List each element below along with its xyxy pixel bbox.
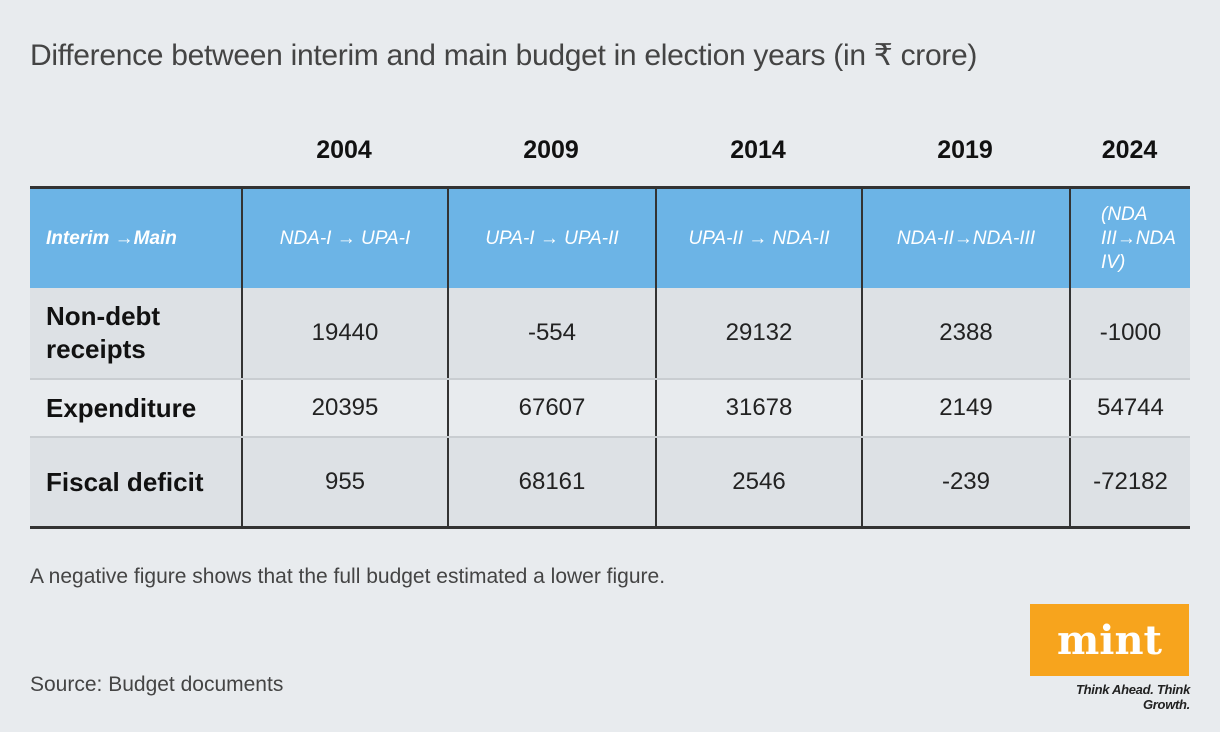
row-label: Non-debt receipts <box>46 301 161 364</box>
value-cell: 2149 <box>861 380 1069 436</box>
value-cell: -1000 <box>1069 288 1190 378</box>
transition-cell: NDA-II→NDA-III <box>861 189 1069 288</box>
value-cell: 955 <box>241 438 447 526</box>
value-cell: 2546 <box>655 438 861 526</box>
value-cell: -239 <box>861 438 1069 526</box>
table-body: Interim →Main NDA-I → UPA-I UPA-I → UPA-… <box>30 186 1190 529</box>
row-label: Fiscal deficit <box>46 466 204 497</box>
transition-cell: UPA-I → UPA-II <box>447 189 655 288</box>
year-header: 2014 <box>730 136 786 164</box>
year-header: 2009 <box>523 136 579 164</box>
year-header: 2024 <box>1101 136 1158 164</box>
value-cell: 54744 <box>1069 380 1190 436</box>
value-cell: 31678 <box>655 380 861 436</box>
value-cell: -554 <box>447 288 655 378</box>
transition-cell: (NDA III→NDA IV) <box>1069 189 1190 288</box>
row-label: Expenditure <box>46 392 197 423</box>
value-cell: -72182 <box>1069 438 1190 526</box>
mint-logo: mint <box>1030 604 1189 676</box>
budget-table: 2004 2009 2014 2019 2024 Interim →Main N… <box>30 130 1190 529</box>
value-cell: 29132 <box>655 288 861 378</box>
value-cell: 2388 <box>861 288 1069 378</box>
row-label: Interim →Main <box>46 227 177 249</box>
transition-cell: UPA-II → NDA-II <box>655 189 861 288</box>
chart-title: Difference between interim and main budg… <box>30 39 978 72</box>
year-header: 2019 <box>937 136 993 164</box>
transition-row: Interim →Main NDA-I → UPA-I UPA-I → UPA-… <box>30 189 1190 288</box>
footnote: A negative figure shows that the full bu… <box>30 565 666 588</box>
year-header-row: 2004 2009 2014 2019 2024 <box>30 130 1190 186</box>
transition-cell: NDA-I → UPA-I <box>241 189 447 288</box>
source-note: Source: Budget documents <box>30 673 284 696</box>
year-header: 2004 <box>316 136 372 164</box>
table-row: Fiscal deficit 955 68161 2546 -239 -7218… <box>30 436 1190 526</box>
value-cell: 20395 <box>241 380 447 436</box>
value-cell: 68161 <box>447 438 655 526</box>
value-cell: 19440 <box>241 288 447 378</box>
table-row: Expenditure 20395 67607 31678 2149 54744 <box>30 378 1190 436</box>
logo-tagline: Think Ahead. Think Growth. <box>1075 682 1190 712</box>
value-cell: 67607 <box>447 380 655 436</box>
table-row: Non-debt receipts 19440 -554 29132 2388 … <box>30 288 1190 378</box>
